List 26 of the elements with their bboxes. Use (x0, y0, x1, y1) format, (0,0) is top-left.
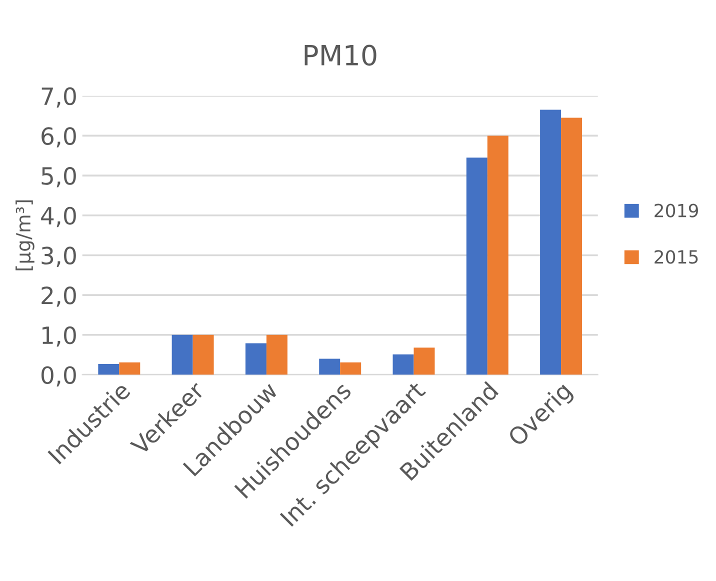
bar (466, 158, 488, 375)
y-tick-label: 3,0 (42, 246, 76, 267)
y-tick-label: 1,0 (42, 326, 76, 347)
bar (266, 334, 288, 375)
y-tick-label: 5,0 (42, 166, 76, 188)
y-axis-title: [µg/m³] (16, 200, 34, 270)
y-tick-label: 7,0 (42, 87, 76, 108)
bar (172, 334, 193, 375)
bar (119, 362, 140, 375)
y-tick-label: 6,0 (42, 127, 76, 148)
bar (245, 343, 266, 375)
y-tick-label: 2,0 (42, 286, 76, 307)
bar (392, 354, 414, 375)
chart-title: PM10 (304, 44, 376, 66)
bar (540, 110, 562, 375)
y-tick-label: 0,0 (41, 366, 76, 386)
legend-label: 2019 (654, 204, 698, 218)
bar (487, 136, 508, 375)
bar (98, 364, 120, 375)
bar (319, 358, 340, 375)
bar (340, 362, 362, 375)
bar (192, 334, 214, 375)
bar (414, 348, 435, 375)
y-tick-label: 4,0 (41, 206, 76, 228)
legend-label: 2015 (654, 250, 698, 264)
bar (561, 118, 582, 375)
